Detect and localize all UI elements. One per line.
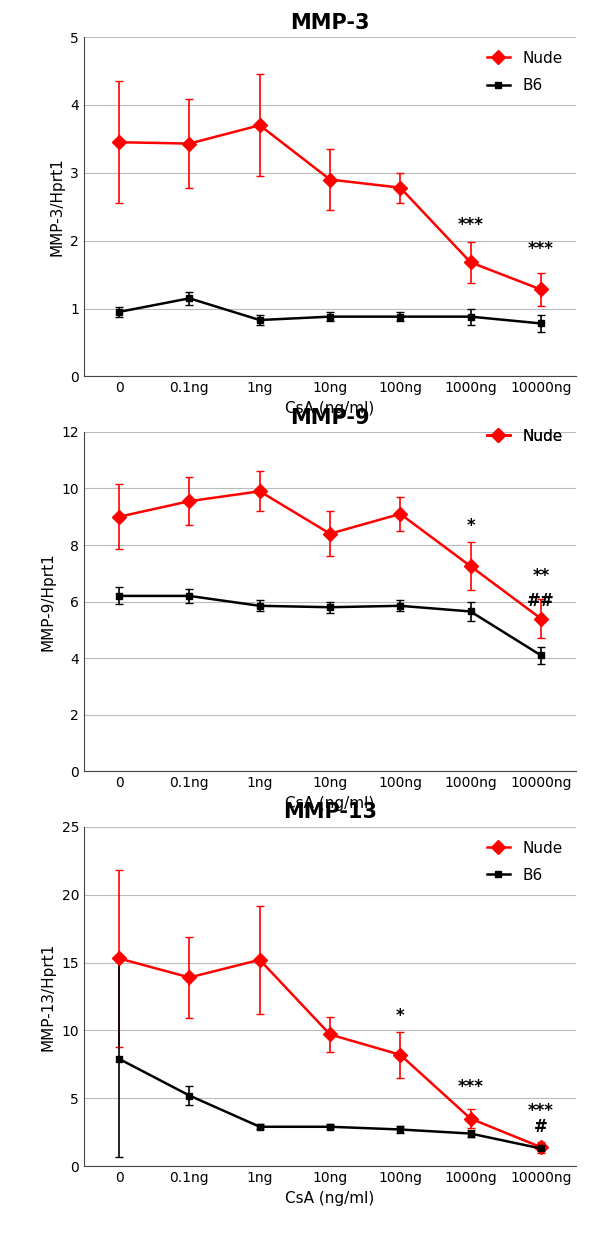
Text: *: * <box>396 1007 404 1025</box>
Y-axis label: MMP-9/Hprt1: MMP-9/Hprt1 <box>41 552 56 652</box>
Title: MMP-3: MMP-3 <box>290 12 370 32</box>
Text: ***: *** <box>458 216 484 234</box>
Legend: Nude, B6: Nude, B6 <box>481 44 568 99</box>
Legend: Nude: Nude <box>481 422 568 450</box>
Text: *: * <box>466 517 475 536</box>
X-axis label: CsA (ng/ml): CsA (ng/ml) <box>286 1191 374 1206</box>
Text: #: # <box>534 1118 548 1137</box>
Text: ***: *** <box>458 1077 484 1096</box>
X-axis label: CsA (ng/ml): CsA (ng/ml) <box>286 401 374 416</box>
Legend: Nude, B6: Nude, B6 <box>481 834 568 888</box>
Y-axis label: MMP-3/Hprt1: MMP-3/Hprt1 <box>50 157 65 257</box>
Title: MMP-13: MMP-13 <box>283 802 377 822</box>
Text: ***: *** <box>528 1102 554 1120</box>
Title: MMP-9: MMP-9 <box>290 407 370 427</box>
Text: ***: *** <box>528 239 554 258</box>
X-axis label: CsA (ng/ml): CsA (ng/ml) <box>286 796 374 811</box>
Text: **: ** <box>532 566 550 585</box>
Y-axis label: MMP-13/Hprt1: MMP-13/Hprt1 <box>41 943 56 1050</box>
Text: ##: ## <box>527 592 555 610</box>
